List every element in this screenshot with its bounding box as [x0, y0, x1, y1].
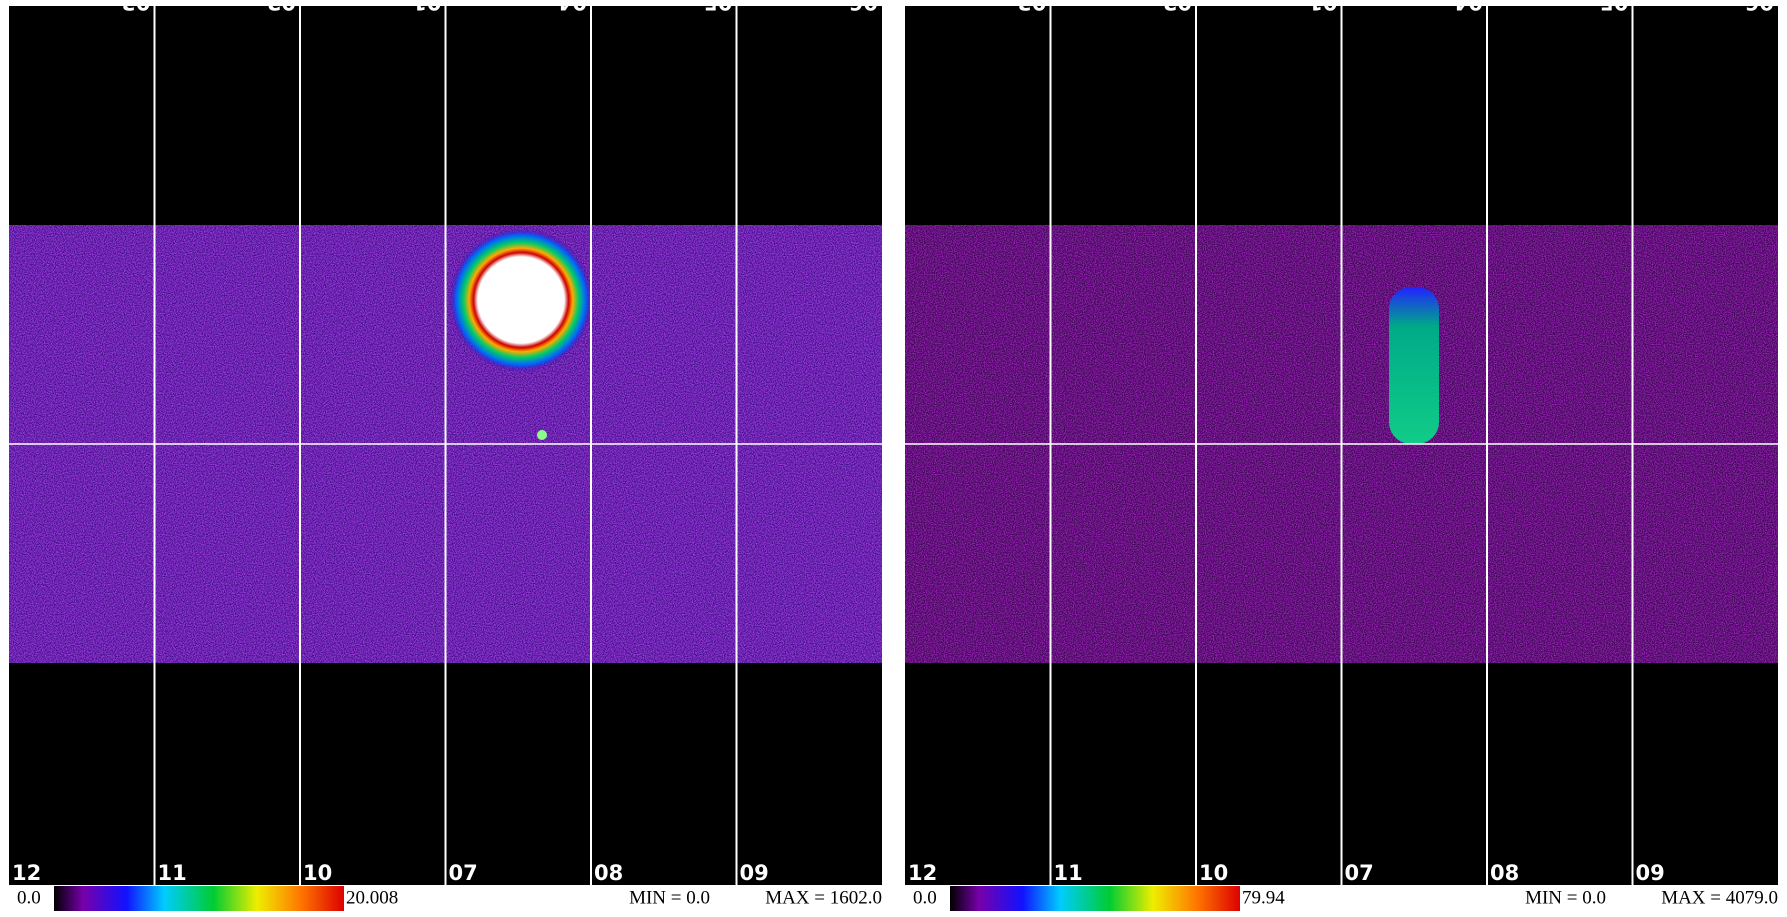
colorbar	[950, 886, 1240, 911]
max-text: MAX = 1602.0	[765, 887, 882, 908]
ccd-label-bottom: 10	[303, 861, 332, 885]
ccd-label-bottom: 07	[449, 861, 478, 885]
ccd-label-top: 06	[849, 0, 878, 14]
ccd-label-top: 02	[1163, 0, 1192, 14]
ccd-label-bottom: 07	[1345, 861, 1374, 885]
min-text: MIN = 0.0	[629, 887, 710, 908]
ccd-label-top: 01	[1308, 0, 1337, 14]
ccd-label-bottom: 08	[1490, 861, 1519, 885]
ccd-label-bottom: 11	[1054, 861, 1083, 885]
ccd-label-bottom: 12	[908, 861, 937, 885]
min-text: MIN = 0.0	[1525, 887, 1606, 908]
ccd-label-top: 04	[558, 0, 587, 14]
ccd-label-bottom: 09	[740, 861, 769, 885]
source-blob	[449, 228, 593, 372]
ccd-label-top: 01	[412, 0, 441, 14]
ccd-label-bottom: 11	[158, 861, 187, 885]
ccd-label-top: 04	[1454, 0, 1483, 14]
source-dot	[537, 430, 547, 440]
colorbar-min: 0.0	[913, 887, 937, 908]
max-text: MAX = 4079.0	[1661, 887, 1778, 908]
ccd-label-top: 03	[1017, 0, 1046, 14]
colorbar-min: 0.0	[17, 887, 41, 908]
ccd-label-top: 03	[121, 0, 150, 14]
source-streak	[1389, 287, 1439, 444]
ccd-label-bottom: 08	[594, 861, 623, 885]
colorbar-max: 20.008	[346, 887, 398, 908]
colorbar	[54, 886, 344, 911]
ccd-label-top: 06	[1745, 0, 1774, 14]
ccd-label-bottom: 10	[1199, 861, 1228, 885]
ccd-label-bottom: 09	[1636, 861, 1665, 885]
colorbar-max: 79.94	[1242, 887, 1285, 908]
ccd-label-top: 02	[267, 0, 296, 14]
ccd-label-top: 05	[703, 0, 732, 14]
ccd-label-top: 05	[1599, 0, 1628, 14]
ccd-label-bottom: 12	[12, 861, 41, 885]
